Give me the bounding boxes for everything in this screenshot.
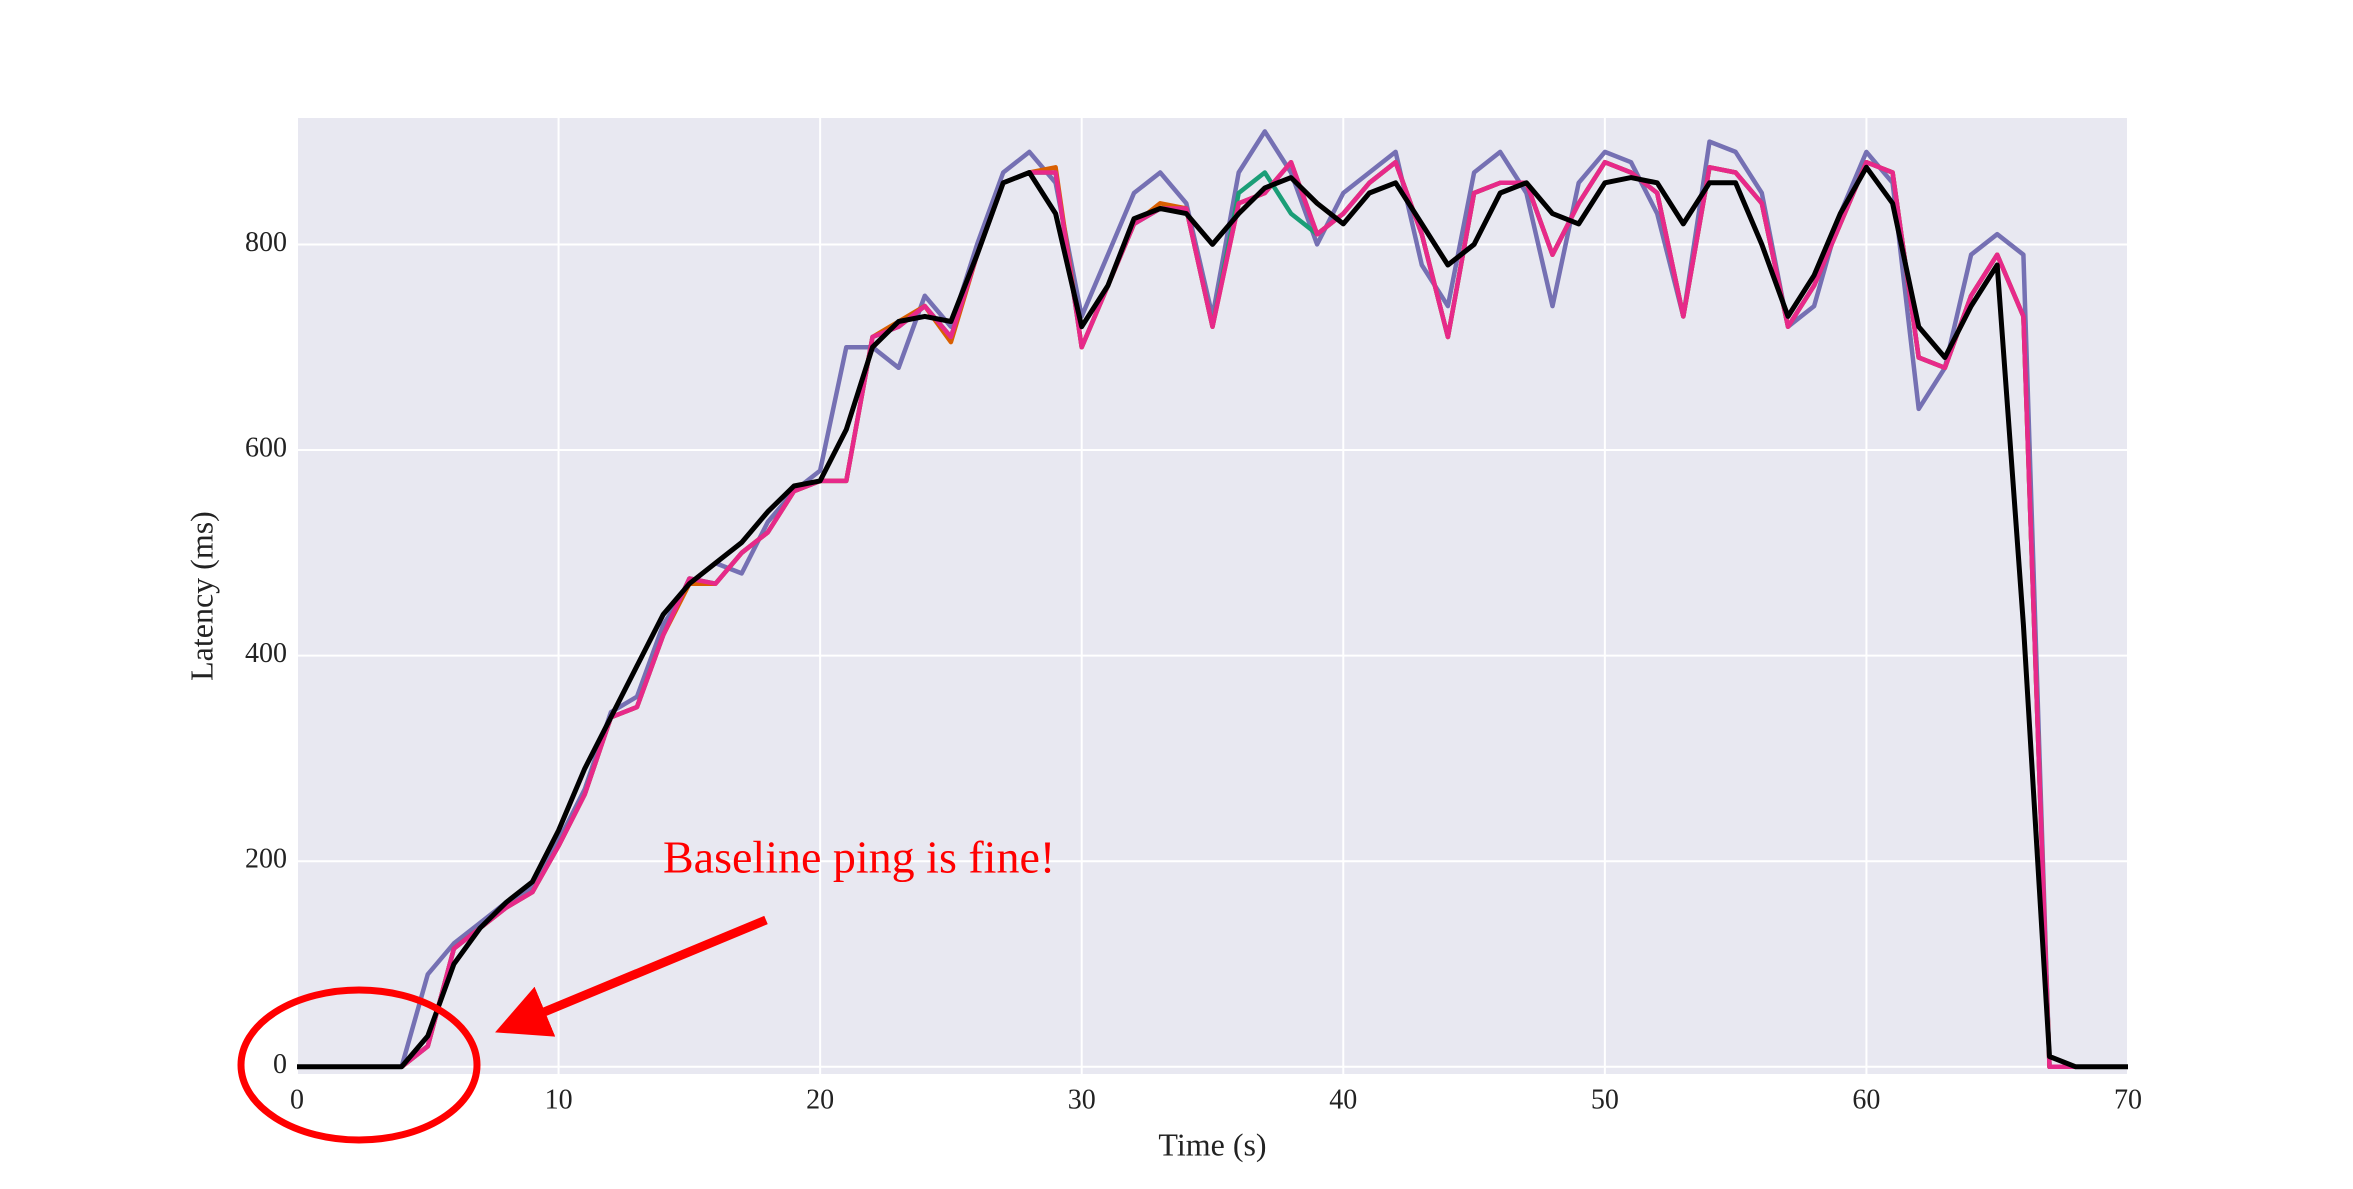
y-tick-label: 200 [245, 844, 287, 875]
y-tick-label: 600 [245, 432, 287, 463]
x-tick-label: 30 [1068, 1084, 1096, 1115]
x-tick-label: 70 [2114, 1084, 2142, 1115]
series-line [297, 164, 2128, 1070]
x-tick-label: 60 [1852, 1084, 1880, 1115]
annotation-arrow [495, 915, 768, 1037]
y-axis-label: Latency (ms) [183, 511, 219, 681]
y-tick-label: 400 [245, 638, 287, 669]
x-tick-label: 40 [1329, 1084, 1357, 1115]
x-tick-label: 10 [545, 1084, 573, 1115]
plot-area [297, 118, 2128, 1074]
series-line [297, 159, 2128, 1070]
y-tick-label: 0 [273, 1049, 287, 1080]
highlight-ellipse [237, 986, 481, 1144]
x-tick-label: 50 [1591, 1084, 1619, 1115]
x-tick-label: 20 [806, 1084, 834, 1115]
annotation: Baseline ping is fine! [663, 832, 1055, 883]
y-tick-label: 800 [245, 227, 287, 258]
x-tick-label: 0 [290, 1084, 304, 1115]
x-axis-label: Time (s) [1158, 1126, 1266, 1162]
